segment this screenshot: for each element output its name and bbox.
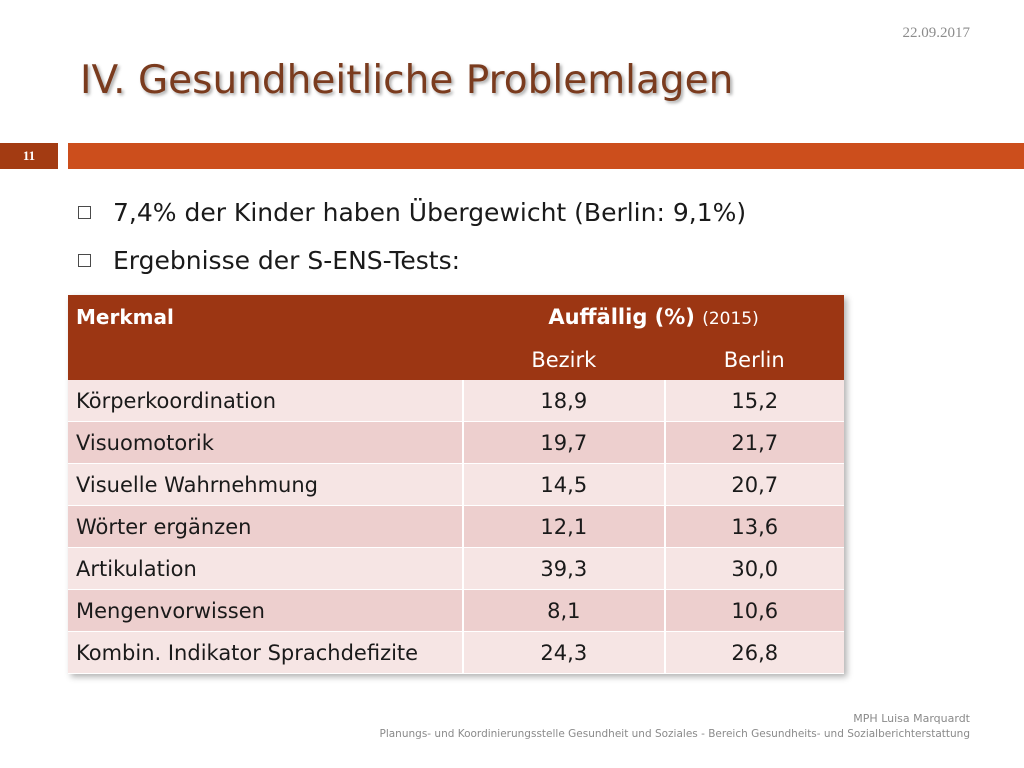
table-header-row: Merkmal Auffällig (%) (2015)	[68, 295, 844, 339]
cell-merkmal: Körperkoordination	[68, 380, 465, 422]
slide-title: IV. Gesundheitliche Problemlagen	[80, 58, 734, 103]
cell-bezirk: 39,3	[463, 547, 666, 590]
footer-organisation: Planungs- und Koordinierungsstelle Gesun…	[379, 728, 971, 740]
cell-merkmal: Artikulation	[68, 547, 465, 590]
square-bullet-icon	[78, 205, 91, 219]
cell-bezirk: 8,1	[463, 589, 666, 632]
cell-bezirk: 14,5	[463, 463, 666, 506]
cell-merkmal: Mengenvorwissen	[68, 589, 465, 632]
bullet-text: Ergebnisse der S-ENS-Tests:	[113, 245, 461, 275]
cell-bezirk: 24,3	[463, 631, 666, 674]
cell-merkmal: Visuelle Wahrnehmung	[68, 463, 465, 506]
header-group-label: Auffällig (%)	[548, 305, 695, 329]
bullet-item: Ergebnisse der S-ENS-Tests:	[78, 236, 978, 284]
cell-berlin: 13,6	[664, 505, 844, 548]
table-row: Visuelle Wahrnehmung 14,5 20,7	[68, 463, 844, 506]
cell-bezirk: 12,1	[463, 505, 666, 548]
cell-bezirk: 18,9	[463, 380, 666, 422]
subheader-bezirk: Bezirk	[463, 339, 665, 380]
table-subheader-row: Bezirk Berlin	[68, 339, 844, 380]
bullet-item: 7,4% der Kinder haben Übergewicht (Berli…	[78, 188, 978, 236]
cell-berlin: 10,6	[664, 589, 844, 632]
cell-berlin: 20,7	[664, 463, 844, 506]
table-row: Artikulation 39,3 30,0	[68, 547, 844, 590]
subheader-berlin: Berlin	[664, 339, 844, 380]
square-bullet-icon	[78, 253, 91, 267]
cell-berlin: 26,8	[664, 631, 844, 674]
header-merkmal: Merkmal	[68, 295, 464, 339]
cell-berlin: 21,7	[664, 421, 844, 464]
header-group-year: (2015)	[702, 309, 759, 329]
table-row: Kombin. Indikator Sprachdefizite 24,3 26…	[68, 631, 844, 674]
cell-merkmal: Visuomotorik	[68, 421, 465, 464]
table-row: Wörter ergänzen 12,1 13,6	[68, 505, 844, 548]
footer-author: MPH Luisa Marquardt	[853, 712, 970, 725]
bullet-list: 7,4% der Kinder haben Übergewicht (Berli…	[78, 188, 978, 284]
table-row: Mengenvorwissen 8,1 10,6	[68, 589, 844, 632]
bullet-text: 7,4% der Kinder haben Übergewicht (Berli…	[113, 197, 747, 227]
table-row: Körperkoordination 18,9 15,2	[68, 380, 844, 422]
cell-merkmal: Kombin. Indikator Sprachdefizite	[68, 631, 465, 674]
cell-merkmal: Wörter ergänzen	[68, 505, 465, 548]
cell-berlin: 30,0	[664, 547, 844, 590]
table-row: Visuomotorik 19,7 21,7	[68, 421, 844, 464]
subheader-empty	[68, 339, 464, 380]
sens-results-table: Merkmal Auffällig (%) (2015) Bezirk Berl…	[68, 295, 844, 674]
slide-date: 22.09.2017	[902, 25, 971, 41]
cell-bezirk: 19,7	[463, 421, 666, 464]
accent-bar	[68, 143, 1024, 169]
header-auffaellig: Auffällig (%) (2015)	[463, 295, 844, 339]
slide-number: 11	[0, 143, 58, 169]
cell-berlin: 15,2	[664, 380, 844, 422]
